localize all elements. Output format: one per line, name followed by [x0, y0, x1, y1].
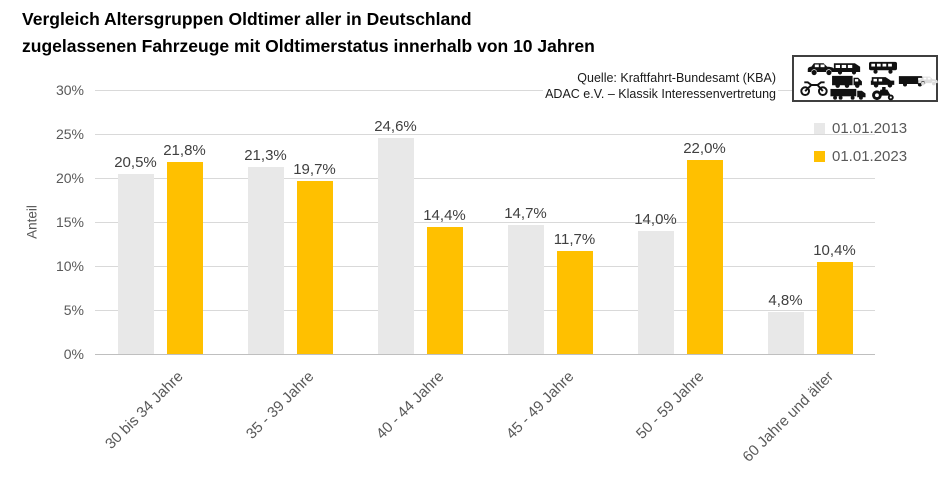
y-tick-label: 25%	[55, 126, 84, 142]
chart-title-line-1: Vergleich Altersgruppen Oldtimer aller i…	[22, 9, 472, 29]
ghost-car-icon	[918, 76, 938, 86]
y-tick-label: 30%	[55, 82, 84, 98]
x-axis-label: 60 Jahre und älter	[739, 368, 838, 466]
bar-value-label: 22,0%	[683, 140, 726, 157]
motorcycle-icon	[800, 81, 828, 97]
bar-01.01.2013-40 - 44 Jahre	[377, 138, 414, 354]
bar-value-label: 14,0%	[634, 211, 677, 228]
bar-01.01.2023-35 - 39 Jahre	[296, 181, 333, 354]
gridline	[95, 90, 875, 91]
bar-value-label: 10,4%	[813, 242, 856, 259]
bar-01.01.2013-60 Jahre und älter	[767, 312, 804, 354]
legend-item-01.01.2023: 01.01.2023	[814, 148, 907, 165]
x-axis-label: 40 - 44 Jahre	[372, 368, 448, 443]
car-icon	[807, 63, 835, 76]
gridline	[95, 266, 875, 267]
gridline	[95, 222, 875, 223]
x-axis-label: 30 bis 34 Jahre	[102, 368, 188, 453]
long-truck-icon	[830, 88, 866, 100]
y-tick-label: 15%	[55, 214, 84, 230]
vehicle-types-box	[792, 55, 938, 102]
gridline	[95, 178, 875, 179]
jeep-icon	[870, 77, 895, 88]
legend-swatch	[814, 123, 825, 134]
bar-01.01.2023-45 - 49 Jahre	[556, 251, 593, 354]
plot-area: 20,5% 21,8% 21,3% 19,7% 24,6% 14,4% 14,7% 11,7%…	[95, 90, 875, 355]
bar-01.01.2013-35 - 39 Jahre	[247, 167, 284, 354]
tractor-icon	[872, 87, 894, 101]
bar-01.01.2023-60 Jahre und älter	[816, 262, 853, 354]
gridline	[95, 134, 875, 135]
bar-value-label: 14,4%	[423, 207, 466, 224]
bar-value-label: 11,7%	[553, 231, 596, 248]
van-icon	[833, 63, 861, 75]
source-line-2: ADAC e.V. – Klassik Interessenvertretung	[545, 87, 776, 101]
chart-title: Vergleich Altersgruppen Oldtimer aller i…	[22, 6, 595, 60]
x-axis-line	[95, 354, 875, 355]
bar-value-label: 20,5%	[114, 154, 157, 171]
source-line-1: Quelle: Kraftfahrt-Bundesamt (KBA)	[577, 71, 776, 85]
gridline	[95, 310, 875, 311]
x-axis-label: 50 - 59 Jahre	[632, 368, 708, 443]
bar-01.01.2023-40 - 44 Jahre	[426, 227, 463, 354]
bar-01.01.2013-45 - 49 Jahre	[507, 225, 544, 354]
legend-label: 01.01.2013	[832, 120, 908, 137]
legend-label: 01.01.2023	[832, 148, 908, 165]
bar-value-label: 19,7%	[293, 161, 336, 178]
x-axis-label: 35 - 39 Jahre	[242, 368, 318, 443]
y-tick-label: 20%	[55, 170, 84, 186]
bus-icon	[869, 61, 897, 74]
bar-value-label: 24,6%	[374, 118, 417, 135]
y-tick-label: 0%	[63, 346, 84, 362]
chart-title-line-2: zugelassenen Fahrzeuge mit Oldtimerstatu…	[22, 36, 595, 56]
bar-01.01.2013-50 - 59 Jahre	[637, 231, 674, 354]
bar-01.01.2013-30 bis 34 Jahre	[117, 174, 154, 354]
truck-icon	[832, 75, 862, 88]
bar-value-label: 21,8%	[163, 142, 206, 159]
x-axis-label: 45 - 49 Jahre	[502, 368, 578, 443]
y-tick-label: 10%	[55, 258, 84, 274]
bar-value-label: 21,3%	[244, 147, 287, 164]
legend: 01.01.2013 01.01.2023	[814, 120, 907, 165]
legend-item-01.01.2013: 01.01.2013	[814, 120, 907, 137]
y-tick-label: 5%	[63, 302, 84, 318]
bar-01.01.2023-30 bis 34 Jahre	[166, 162, 203, 354]
bar-01.01.2023-50 - 59 Jahre	[686, 160, 723, 354]
bar-value-label: 4,8%	[768, 292, 803, 309]
legend-swatch	[814, 151, 825, 162]
source-note: Quelle: Kraftfahrt-Bundesamt (KBA) ADAC …	[543, 70, 778, 102]
bar-value-label: 14,7%	[504, 205, 547, 222]
